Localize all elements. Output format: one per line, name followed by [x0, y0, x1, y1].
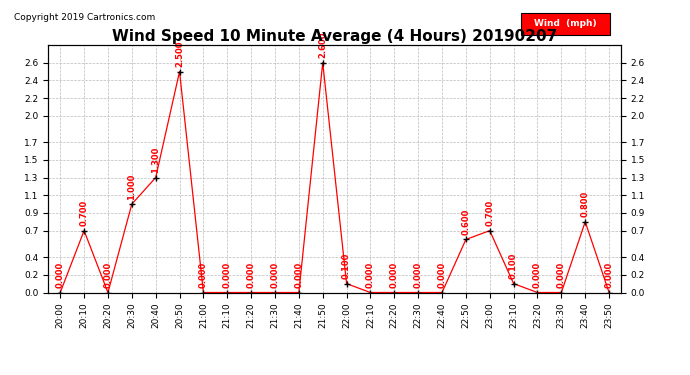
Text: 0.000: 0.000: [295, 262, 304, 288]
Text: 1.000: 1.000: [128, 173, 137, 200]
Text: 0.000: 0.000: [270, 262, 279, 288]
Text: 0.700: 0.700: [79, 200, 88, 226]
Text: 0.000: 0.000: [104, 262, 112, 288]
Text: 0.100: 0.100: [509, 253, 518, 279]
Title: Wind Speed 10 Minute Average (4 Hours) 20190207: Wind Speed 10 Minute Average (4 Hours) 2…: [112, 29, 558, 44]
Text: Wind  (mph): Wind (mph): [534, 20, 596, 28]
Text: 2.500: 2.500: [175, 40, 184, 67]
Text: 0.000: 0.000: [223, 262, 232, 288]
Text: 0.000: 0.000: [414, 262, 423, 288]
Text: 0.000: 0.000: [390, 262, 399, 288]
Text: 1.300: 1.300: [151, 147, 160, 173]
Text: 0.000: 0.000: [557, 262, 566, 288]
Text: 0.600: 0.600: [462, 209, 471, 235]
Text: 0.700: 0.700: [485, 200, 494, 226]
FancyBboxPatch shape: [521, 13, 609, 35]
Text: 0.000: 0.000: [199, 262, 208, 288]
Text: Copyright 2019 Cartronics.com: Copyright 2019 Cartronics.com: [14, 13, 155, 22]
Text: 2.600: 2.600: [318, 32, 327, 58]
Text: 0.000: 0.000: [246, 262, 255, 288]
Text: 0.000: 0.000: [366, 262, 375, 288]
Text: 0.000: 0.000: [604, 262, 613, 288]
Text: 0.100: 0.100: [342, 253, 351, 279]
Text: 0.000: 0.000: [533, 262, 542, 288]
Text: 0.000: 0.000: [437, 262, 446, 288]
Text: 0.800: 0.800: [581, 191, 590, 217]
Text: 0.000: 0.000: [56, 262, 65, 288]
